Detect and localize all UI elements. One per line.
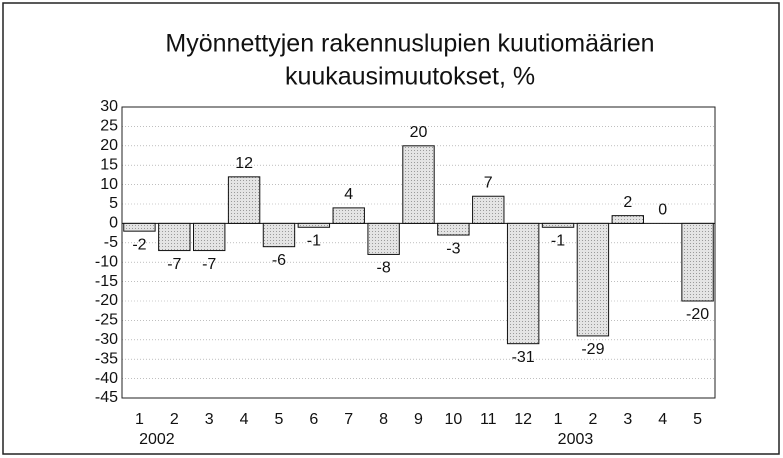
bar <box>681 222 714 302</box>
chart-title: Myönnettyjen rakennuslupien kuutiomäärie… <box>165 30 654 58</box>
x-tick-label: 5 <box>275 411 284 428</box>
value-label: 20 <box>410 124 428 141</box>
x-tick-label: 4 <box>658 411 667 428</box>
plot-area <box>121 106 716 399</box>
bar <box>576 222 610 337</box>
y-tick-label: -25 <box>95 312 118 329</box>
value-label: -1 <box>307 232 321 249</box>
value-label: -31 <box>512 349 535 366</box>
bar <box>367 222 400 255</box>
y-tick-label: -40 <box>95 370 118 387</box>
y-tick-label: 30 <box>100 98 118 115</box>
y-tick-label: -45 <box>95 389 118 406</box>
x-tick-label: 6 <box>309 411 318 428</box>
x-tick-label: 9 <box>414 411 423 428</box>
value-label: -2 <box>132 236 146 253</box>
y-tick-label: -35 <box>95 350 118 367</box>
value-label: -3 <box>446 240 460 257</box>
year-label: 2003 <box>558 431 594 448</box>
bar <box>332 207 365 224</box>
x-tick-label: 2 <box>588 411 597 428</box>
y-tick-label: 0 <box>109 215 118 232</box>
value-label: 0 <box>658 202 667 219</box>
bar <box>402 145 435 224</box>
x-tick-label: 5 <box>693 411 702 428</box>
bar <box>437 222 470 236</box>
y-tick-label: 20 <box>100 137 118 154</box>
value-label: -20 <box>686 306 709 323</box>
value-label: -6 <box>272 252 286 269</box>
x-tick-label: 1 <box>135 411 144 428</box>
value-label: -1 <box>551 232 565 249</box>
value-label: -29 <box>581 341 604 358</box>
x-tick-label: 12 <box>514 411 532 428</box>
x-tick-label: 1 <box>554 411 563 428</box>
bar <box>611 215 644 224</box>
value-label: 7 <box>484 174 493 191</box>
bar <box>506 222 540 345</box>
y-tick-label: -10 <box>95 253 118 270</box>
x-tick-label: 4 <box>240 411 249 428</box>
bar <box>158 222 191 252</box>
value-label: -7 <box>167 256 181 273</box>
y-tick-label: -5 <box>104 234 118 251</box>
chart-title: kuukausimuutokset, % <box>285 63 535 91</box>
bar <box>472 195 505 224</box>
x-tick-label: 7 <box>344 411 353 428</box>
x-tick-label: 2 <box>170 411 179 428</box>
value-label: -7 <box>202 256 216 273</box>
x-tick-label: 10 <box>444 411 462 428</box>
value-label: 12 <box>235 155 253 172</box>
bar <box>262 222 296 248</box>
x-tick-label: 3 <box>205 411 214 428</box>
bar <box>227 176 261 224</box>
value-label: 2 <box>623 194 632 211</box>
bar <box>193 222 226 252</box>
x-tick-label: 8 <box>379 411 388 428</box>
y-tick-label: 10 <box>100 176 118 193</box>
y-tick-label: 15 <box>100 156 118 173</box>
value-label: 4 <box>344 186 353 203</box>
bar <box>541 222 575 228</box>
bar <box>297 222 331 228</box>
y-tick-label: 25 <box>100 118 118 135</box>
value-label: -8 <box>377 260 391 277</box>
x-tick-label: 11 <box>480 411 497 428</box>
year-label: 2002 <box>139 431 175 448</box>
x-tick-label: 3 <box>623 411 632 428</box>
y-tick-label: -30 <box>95 331 118 348</box>
bar <box>123 222 156 232</box>
y-tick-label: 5 <box>109 195 118 212</box>
y-tick-label: -20 <box>95 292 118 309</box>
y-tick-label: -15 <box>95 273 118 290</box>
